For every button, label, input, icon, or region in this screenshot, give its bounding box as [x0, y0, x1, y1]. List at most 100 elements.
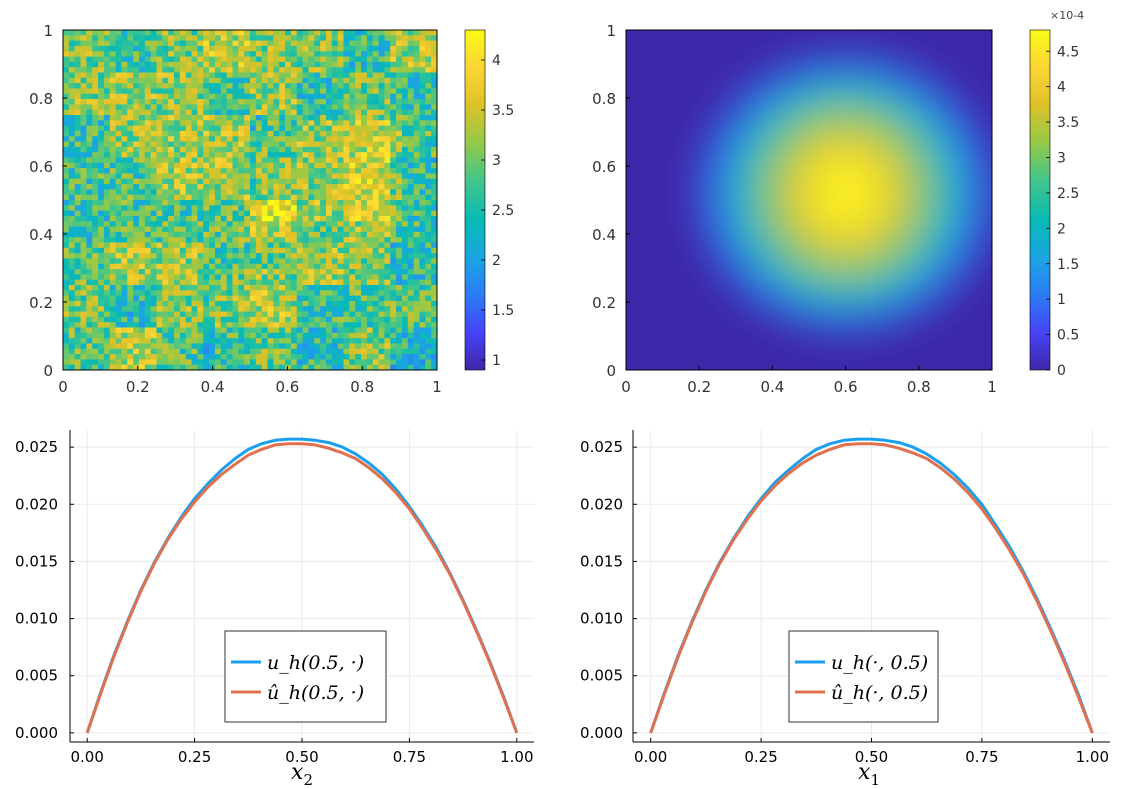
heatmap-cell	[121, 88, 128, 95]
heatmap-cell	[115, 168, 122, 174]
heatmap-cell	[349, 231, 356, 238]
heatmap-cell	[308, 205, 315, 212]
heatmap-cell	[80, 226, 87, 233]
heatmap-cell	[220, 247, 228, 254]
heatmap-cell	[92, 35, 99, 42]
heatmap-cell	[133, 30, 140, 36]
heatmap-cell	[384, 322, 391, 328]
heatmap-cell	[197, 35, 204, 42]
heatmap-cell	[419, 290, 426, 297]
heatmap-cell	[191, 269, 198, 275]
heatmap-cell	[267, 327, 274, 334]
heatmap-cell	[98, 253, 105, 259]
heatmap-cell	[174, 205, 181, 212]
heatmap-cell	[384, 136, 391, 142]
heatmap-cell	[255, 189, 263, 196]
heatmap-cell	[244, 263, 251, 270]
heatmap-cell	[413, 354, 420, 360]
heatmap-cell	[431, 306, 438, 312]
heatmap-cell	[179, 279, 187, 286]
heatmap-cell	[185, 67, 192, 73]
heatmap-cell	[121, 242, 128, 249]
y-tick-label: 0.000	[580, 724, 623, 742]
heatmap-cell	[267, 231, 274, 238]
heatmap-cell	[355, 56, 362, 63]
heatmap-cell	[425, 61, 432, 68]
heatmap-cell	[407, 354, 415, 360]
heatmap-cell	[355, 215, 362, 222]
heatmap-cell	[98, 141, 105, 148]
heatmap-cell	[98, 343, 105, 350]
heatmap-cell	[279, 237, 286, 243]
heatmap-cell	[133, 99, 140, 105]
heatmap-cell	[425, 136, 432, 142]
heatmap-cell	[226, 348, 233, 355]
heatmap-cell	[407, 146, 415, 153]
heatmap-cell	[355, 141, 362, 148]
heatmap-cell	[109, 332, 116, 339]
heatmap-cell	[86, 40, 93, 47]
heatmap-cell	[80, 178, 87, 185]
heatmap-cell	[314, 61, 321, 68]
heatmap-cell	[232, 348, 239, 355]
heatmap-cell	[290, 104, 298, 111]
heatmap-cell	[349, 215, 356, 222]
heatmap-cell	[325, 152, 333, 158]
heatmap-cell	[185, 162, 192, 169]
heatmap-cell	[355, 205, 362, 212]
heatmap-cell	[355, 338, 362, 344]
heatmap-cell	[296, 93, 303, 100]
heatmap-cell	[214, 215, 222, 222]
heatmap-cell	[396, 242, 403, 249]
heatmap-cell	[162, 237, 169, 243]
heatmap-cell	[191, 120, 198, 127]
heatmap-cell	[98, 269, 105, 275]
heatmap-cell	[121, 115, 128, 121]
heatmap-cell	[308, 125, 315, 132]
heatmap-cell	[407, 343, 415, 350]
heatmap-cell	[337, 237, 344, 243]
heatmap-cell	[378, 115, 385, 121]
heatmap-cell	[209, 263, 216, 270]
y-tick-label: 0.000	[15, 724, 58, 742]
heatmap-cell	[92, 354, 99, 360]
heatmap-cell	[302, 88, 309, 95]
heatmap-cell	[361, 173, 368, 180]
heatmap-cell	[384, 189, 391, 196]
heatmap-cell	[185, 83, 192, 89]
heatmap-cell	[320, 93, 327, 100]
heatmap-cell	[396, 189, 403, 196]
heatmap-cell	[179, 115, 187, 121]
heatmap-cell	[191, 83, 198, 89]
heatmap-cell	[144, 242, 152, 249]
heatmap-cell	[232, 237, 239, 243]
heatmap-cell	[244, 115, 251, 121]
heatmap-cell	[121, 99, 128, 105]
heatmap-cell	[232, 269, 239, 275]
heatmap-cell	[267, 162, 274, 169]
heatmap-cell	[325, 194, 333, 201]
heatmap-cell	[361, 88, 368, 95]
heatmap-cell	[103, 295, 111, 302]
heatmap-cell	[396, 77, 403, 84]
heatmap-cell	[244, 269, 251, 275]
heatmap-cell	[343, 295, 350, 302]
heatmap-cell	[425, 120, 432, 127]
heatmap-cell	[343, 67, 350, 73]
heatmap-cell	[162, 184, 169, 190]
heatmap-cell	[156, 242, 163, 249]
heatmap-cell	[366, 194, 374, 201]
heatmap-cell	[168, 364, 175, 371]
heatmap-cell	[214, 200, 222, 206]
heatmap-cell	[343, 173, 350, 180]
heatmap-cell	[92, 338, 99, 344]
heatmap-cell	[425, 35, 432, 42]
heatmap-cell	[109, 67, 116, 73]
heatmap-cell	[302, 184, 309, 190]
heatmap-cell	[244, 141, 251, 148]
coefficient-field-y-ticks: 00.20.40.60.81	[29, 22, 67, 380]
heatmap-cell	[366, 67, 374, 73]
heatmap-cell	[209, 61, 216, 68]
heatmap-cell	[267, 51, 274, 57]
heatmap-cell	[232, 200, 239, 206]
